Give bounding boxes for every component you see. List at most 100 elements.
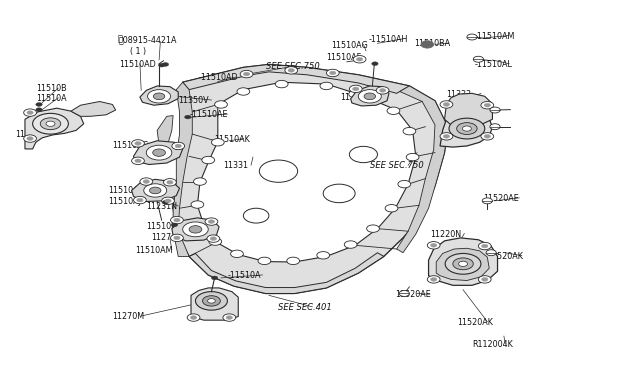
Circle shape <box>320 82 333 90</box>
Text: 11510BA: 11510BA <box>415 39 451 48</box>
Polygon shape <box>197 82 416 262</box>
Circle shape <box>164 179 176 186</box>
Circle shape <box>173 236 180 240</box>
Circle shape <box>175 144 181 148</box>
Circle shape <box>144 184 167 197</box>
Circle shape <box>173 218 180 222</box>
Polygon shape <box>436 248 489 280</box>
Circle shape <box>211 276 218 280</box>
Circle shape <box>287 257 300 264</box>
Circle shape <box>159 63 165 67</box>
Circle shape <box>428 276 440 283</box>
Circle shape <box>364 93 376 100</box>
Circle shape <box>376 87 389 94</box>
Circle shape <box>134 196 147 204</box>
Text: -11510AD: -11510AD <box>198 73 238 82</box>
Text: 11510AJ: 11510AJ <box>108 197 141 206</box>
Circle shape <box>484 135 490 138</box>
Circle shape <box>478 242 491 250</box>
Text: 11350V: 11350V <box>178 96 209 105</box>
Text: 11510B: 11510B <box>36 84 67 93</box>
Circle shape <box>184 115 191 119</box>
Text: 11510AB: 11510AB <box>108 186 144 195</box>
Circle shape <box>449 118 484 139</box>
Circle shape <box>147 145 172 160</box>
Text: 11510AG: 11510AG <box>332 41 368 50</box>
Circle shape <box>457 123 477 135</box>
Circle shape <box>230 250 243 257</box>
Circle shape <box>243 72 250 76</box>
Circle shape <box>330 71 336 75</box>
Circle shape <box>172 142 184 150</box>
Circle shape <box>490 124 500 130</box>
Text: 11510BB: 11510BB <box>147 222 182 231</box>
Circle shape <box>481 244 488 248</box>
Circle shape <box>445 253 481 274</box>
Circle shape <box>406 153 419 161</box>
Circle shape <box>349 90 362 98</box>
Circle shape <box>323 184 355 203</box>
Text: SEE SEC.750: SEE SEC.750 <box>266 62 319 71</box>
Circle shape <box>440 133 453 140</box>
Circle shape <box>135 141 141 145</box>
Circle shape <box>172 223 177 227</box>
Circle shape <box>317 251 330 259</box>
Circle shape <box>211 138 224 146</box>
Circle shape <box>163 62 169 66</box>
Circle shape <box>486 250 496 256</box>
Polygon shape <box>191 288 238 320</box>
Text: 11360: 11360 <box>340 93 365 102</box>
Circle shape <box>132 157 145 164</box>
Text: 11274M: 11274M <box>151 233 183 243</box>
Circle shape <box>226 316 232 320</box>
Circle shape <box>150 187 161 194</box>
Polygon shape <box>134 141 182 164</box>
Circle shape <box>205 218 218 225</box>
Text: ⓜ: ⓜ <box>118 34 123 43</box>
Circle shape <box>195 292 227 310</box>
Circle shape <box>481 102 493 109</box>
Circle shape <box>163 201 169 204</box>
Circle shape <box>431 243 437 247</box>
Text: 11231N: 11231N <box>147 202 177 211</box>
Circle shape <box>24 109 36 116</box>
Circle shape <box>478 276 491 283</box>
Circle shape <box>421 41 434 48</box>
Circle shape <box>399 291 410 296</box>
Text: 11331: 11331 <box>223 161 248 170</box>
Circle shape <box>398 180 411 188</box>
Polygon shape <box>182 64 410 93</box>
Circle shape <box>275 80 288 88</box>
Circle shape <box>36 108 42 112</box>
Circle shape <box>285 67 298 74</box>
Text: 11510AD: 11510AD <box>119 60 156 69</box>
Circle shape <box>187 314 200 321</box>
Circle shape <box>137 198 143 202</box>
Text: 11320: 11320 <box>452 124 477 133</box>
Circle shape <box>467 34 477 40</box>
Circle shape <box>259 160 298 182</box>
Polygon shape <box>397 86 448 253</box>
Polygon shape <box>173 82 192 256</box>
Text: -11510AL: -11510AL <box>474 60 513 69</box>
Text: -11510A: -11510A <box>228 271 262 280</box>
Circle shape <box>490 107 500 113</box>
Polygon shape <box>71 102 116 116</box>
Circle shape <box>258 257 271 264</box>
Circle shape <box>482 198 492 204</box>
Circle shape <box>444 135 450 138</box>
Circle shape <box>153 149 166 156</box>
Circle shape <box>237 88 250 95</box>
Text: 11510AM: 11510AM <box>135 246 172 255</box>
Circle shape <box>380 89 386 92</box>
Circle shape <box>367 225 380 232</box>
Circle shape <box>190 316 196 320</box>
Circle shape <box>459 261 467 266</box>
Circle shape <box>202 156 214 164</box>
Text: 11520AE: 11520AE <box>396 291 431 299</box>
Text: 11220P: 11220P <box>15 130 45 140</box>
Circle shape <box>208 220 214 224</box>
Circle shape <box>326 69 339 77</box>
Text: 11510AC: 11510AC <box>113 141 148 151</box>
Circle shape <box>387 107 400 115</box>
